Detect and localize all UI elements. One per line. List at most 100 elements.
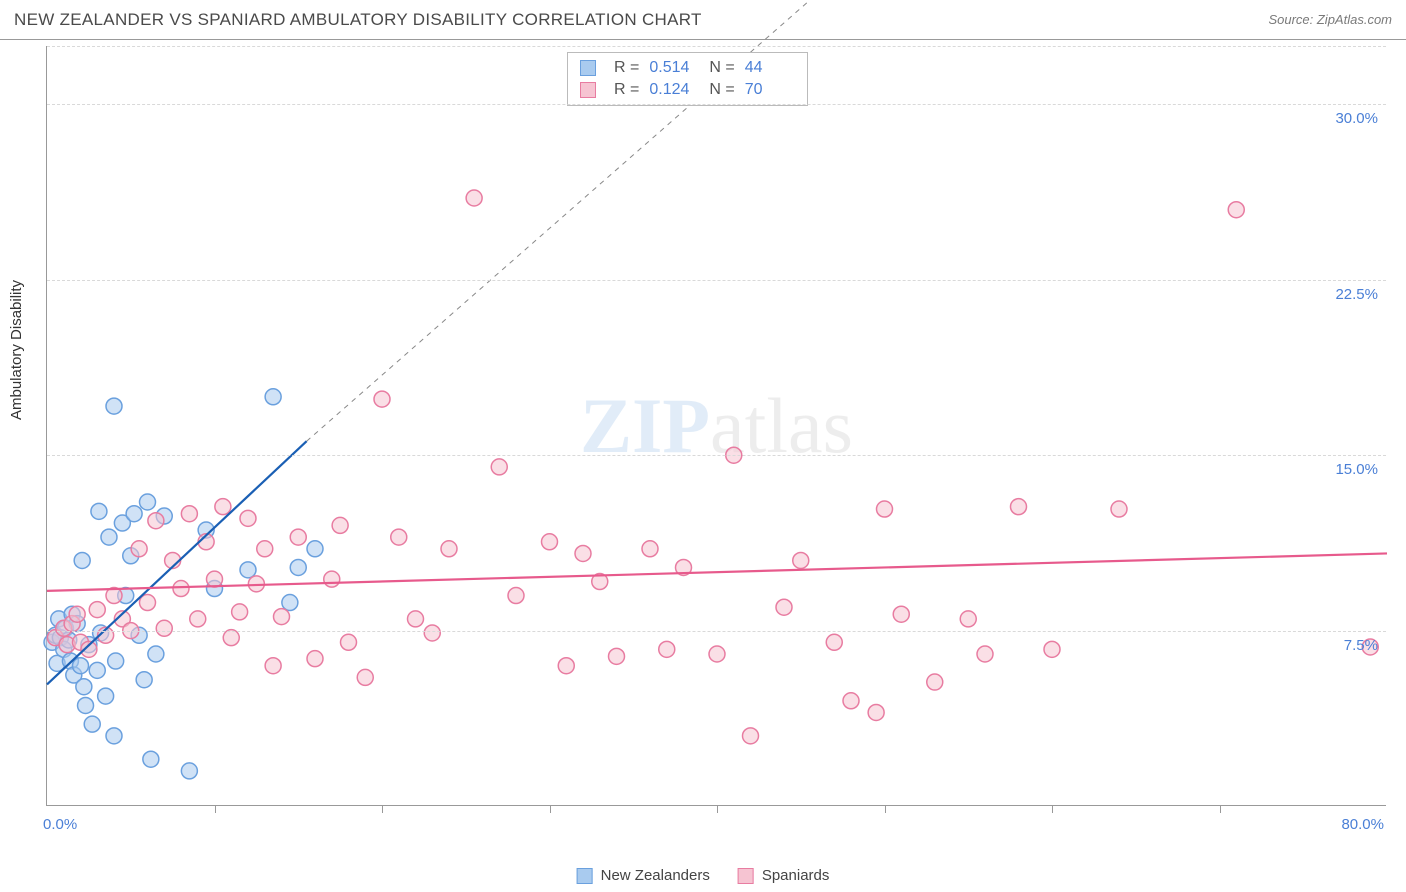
- scatter-point: [826, 634, 842, 650]
- scatter-point: [143, 751, 159, 767]
- scatter-point: [307, 651, 323, 667]
- scatter-point: [307, 541, 323, 557]
- stats-row: R =0.124N =70: [568, 79, 807, 101]
- y-tick-label: 15.0%: [1335, 461, 1378, 478]
- x-tick: [1220, 805, 1221, 813]
- scatter-point: [374, 391, 390, 407]
- scatter-point: [341, 634, 357, 650]
- scatter-point: [232, 604, 248, 620]
- scatter-point: [977, 646, 993, 662]
- x-tick: [550, 805, 551, 813]
- x-tick: [1052, 805, 1053, 813]
- scatter-point: [466, 190, 482, 206]
- scatter-point: [877, 501, 893, 517]
- scatter-point: [240, 510, 256, 526]
- stats-n-label: N =: [709, 59, 734, 77]
- scatter-point: [74, 552, 90, 568]
- scatter-point: [101, 529, 117, 545]
- x-tick: [382, 805, 383, 813]
- scatter-point: [441, 541, 457, 557]
- legend-label: New Zealanders: [601, 867, 710, 884]
- scatter-point: [642, 541, 658, 557]
- legend-swatch: [577, 868, 593, 884]
- scatter-point: [743, 728, 759, 744]
- scatter-point: [274, 609, 290, 625]
- scatter-point: [73, 658, 89, 674]
- scatter-point: [408, 611, 424, 627]
- legend-item: Spaniards: [738, 867, 830, 884]
- stats-n-value: 44: [745, 59, 795, 77]
- x-max-label: 80.0%: [1341, 816, 1384, 833]
- gridline: [47, 631, 1386, 632]
- scatter-point: [391, 529, 407, 545]
- scatter-point: [78, 697, 94, 713]
- legend-item: New Zealanders: [577, 867, 710, 884]
- scatter-point: [126, 506, 142, 522]
- scatter-point: [843, 693, 859, 709]
- legend: New Zealanders Spaniards: [577, 867, 830, 884]
- scatter-point: [1044, 641, 1060, 657]
- scatter-point: [148, 513, 164, 529]
- stats-r-value: 0.124: [649, 81, 699, 99]
- scatter-point: [148, 646, 164, 662]
- scatter-point: [91, 503, 107, 519]
- stats-n-label: N =: [709, 81, 734, 99]
- scatter-point: [609, 648, 625, 664]
- scatter-point: [290, 559, 306, 575]
- scatter-point: [181, 506, 197, 522]
- scatter-point: [106, 398, 122, 414]
- scatter-point: [424, 625, 440, 641]
- scatter-point: [357, 669, 373, 685]
- scatter-point: [240, 562, 256, 578]
- scatter-point: [69, 606, 85, 622]
- scatter-point: [223, 630, 239, 646]
- scatter-point: [575, 545, 591, 561]
- scatter-point: [156, 620, 172, 636]
- scatter-point: [89, 662, 105, 678]
- scatter-point: [1228, 202, 1244, 218]
- chart-svg: [47, 46, 1386, 805]
- scatter-point: [215, 499, 231, 515]
- scatter-point: [89, 602, 105, 618]
- x-tick: [215, 805, 216, 813]
- scatter-point: [76, 679, 92, 695]
- scatter-point: [491, 459, 507, 475]
- scatter-point: [106, 728, 122, 744]
- x-min-label: 0.0%: [43, 816, 77, 833]
- scatter-point: [265, 389, 281, 405]
- gridline: [47, 104, 1386, 105]
- scatter-point: [265, 658, 281, 674]
- gridline: [47, 455, 1386, 456]
- scatter-point: [868, 704, 884, 720]
- scatter-point: [558, 658, 574, 674]
- scatter-point: [131, 541, 147, 557]
- scatter-point: [508, 588, 524, 604]
- scatter-point: [332, 517, 348, 533]
- scatter-point: [181, 763, 197, 779]
- scatter-point: [793, 552, 809, 568]
- scatter-point: [960, 611, 976, 627]
- stats-swatch: [580, 60, 596, 76]
- scatter-point: [290, 529, 306, 545]
- gridline: [47, 280, 1386, 281]
- gridline: [47, 46, 1386, 47]
- scatter-point: [257, 541, 273, 557]
- scatter-point: [542, 534, 558, 550]
- chart-header: NEW ZEALANDER VS SPANIARD AMBULATORY DIS…: [0, 0, 1406, 40]
- scatter-point: [190, 611, 206, 627]
- x-tick: [717, 805, 718, 813]
- scatter-point: [324, 571, 340, 587]
- stats-row: R =0.514N =44: [568, 57, 807, 79]
- scatter-point: [136, 672, 152, 688]
- y-axis-label: Ambulatory Disability: [8, 280, 25, 420]
- legend-swatch: [738, 868, 754, 884]
- scatter-point: [893, 606, 909, 622]
- scatter-point: [207, 571, 223, 587]
- scatter-point: [659, 641, 675, 657]
- scatter-point: [776, 599, 792, 615]
- scatter-point: [108, 653, 124, 669]
- stats-r-value: 0.514: [649, 59, 699, 77]
- stats-r-label: R =: [614, 81, 639, 99]
- y-tick-label: 22.5%: [1335, 286, 1378, 303]
- y-tick-label: 30.0%: [1335, 110, 1378, 127]
